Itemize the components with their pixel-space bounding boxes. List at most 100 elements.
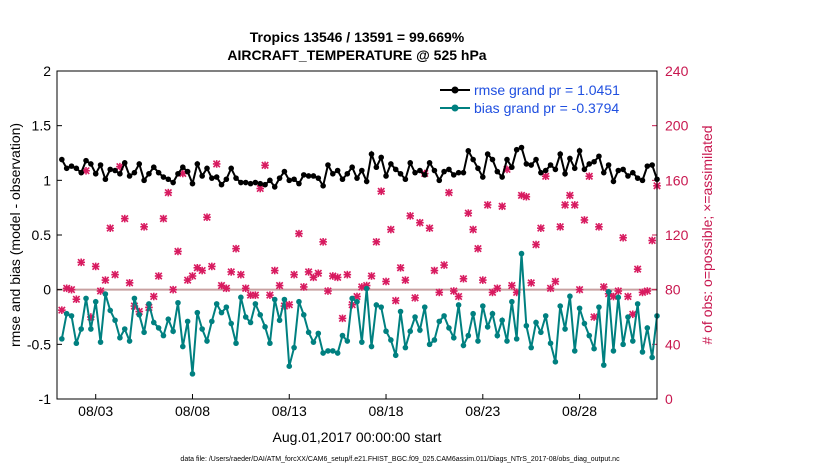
bias-point <box>97 339 104 345</box>
obs-marker <box>237 270 245 279</box>
rmse-point <box>155 169 162 176</box>
obs-marker <box>464 209 473 217</box>
bias-point <box>300 312 307 318</box>
obs-marker <box>454 292 463 301</box>
rmse-series <box>59 144 660 190</box>
obs-marker <box>299 283 308 291</box>
rmse-point <box>363 178 370 185</box>
rmse-point <box>571 165 578 172</box>
rmse-point <box>615 167 622 174</box>
rmse-point <box>605 162 612 168</box>
obs-marker <box>546 284 555 293</box>
rmse-point <box>325 162 331 168</box>
bias-series <box>59 250 660 377</box>
rmse-point <box>73 165 80 172</box>
rmse-point <box>291 176 297 183</box>
bias-point <box>402 344 409 351</box>
bias-point <box>649 354 655 361</box>
y-tick-label-left: 1 <box>43 172 51 188</box>
legend-label-rmse: rmse grand pr = 1.0451 <box>474 82 620 98</box>
rmse-point <box>538 169 544 176</box>
rmse-point <box>397 170 404 177</box>
bias-point <box>354 298 360 305</box>
bias-point <box>484 324 491 330</box>
y-tick-label-right: 160 <box>665 172 689 188</box>
rmse-point <box>460 169 467 176</box>
obs-marker <box>537 224 545 232</box>
obs-marker <box>406 212 415 220</box>
rmse-point <box>373 164 380 171</box>
obs-marker <box>599 283 608 291</box>
obs-marker <box>648 236 656 245</box>
obs-marker <box>401 276 410 284</box>
rmse-point <box>281 168 288 175</box>
obs-marker <box>198 266 206 275</box>
bias-point <box>504 338 510 344</box>
rmse-point <box>518 144 525 151</box>
obs-marker <box>493 284 502 293</box>
obs-marker <box>367 272 376 280</box>
chart-title-line2: AIRCRAFT_TEMPERATURE @ 525 hPa <box>227 47 486 63</box>
x-tick-label: 08/18 <box>369 403 404 419</box>
bias-point <box>615 294 622 301</box>
rmse-point <box>339 176 346 183</box>
bias-point <box>83 295 89 302</box>
bias-point <box>150 319 157 326</box>
rmse-point <box>238 179 244 186</box>
rmse-point <box>136 161 143 167</box>
rmse-point <box>542 167 549 174</box>
bias-point <box>78 326 84 332</box>
obs-marker <box>67 285 76 294</box>
rmse-point <box>218 181 225 188</box>
bias-point <box>557 303 564 309</box>
bias-point <box>489 310 496 317</box>
bias-point <box>349 295 355 302</box>
rmse-point <box>305 173 312 179</box>
bias-point <box>509 298 515 305</box>
obs-marker <box>285 300 294 309</box>
bias-point <box>383 328 389 335</box>
obs-marker <box>575 285 584 294</box>
rmse-point <box>112 167 118 174</box>
bias-point <box>126 338 133 344</box>
bias-point <box>141 329 147 336</box>
obs-marker <box>140 223 148 231</box>
rmse-point <box>257 180 264 187</box>
rmse-point <box>276 175 283 181</box>
bias-point <box>344 338 351 344</box>
bias-point <box>596 304 602 310</box>
obs-marker <box>295 229 303 238</box>
y-axis-label-right: # of obs: o=possible; ×=assimilated <box>699 125 715 344</box>
bias-point <box>131 295 138 302</box>
obs-marker <box>508 281 516 290</box>
rmse-point <box>165 176 172 183</box>
x-tick-label: 08/23 <box>465 403 500 419</box>
bias-point <box>397 308 404 315</box>
obs-marker <box>474 244 482 253</box>
rmse-point <box>470 156 476 163</box>
rmse-point <box>233 175 239 181</box>
obs-marker <box>270 266 279 275</box>
rmse-point <box>450 172 457 178</box>
rmse-point <box>513 146 520 153</box>
obs-marker <box>343 270 352 279</box>
bias-point <box>542 313 549 319</box>
obs-marker <box>483 201 492 209</box>
bias-point <box>92 298 99 305</box>
y-tick-label-left: -1 <box>39 391 52 407</box>
bias-point <box>228 320 234 327</box>
y-tick-label-left: 0 <box>43 282 51 298</box>
bias-point <box>639 349 646 355</box>
obs-marker <box>203 213 211 222</box>
obs-marker <box>304 268 313 276</box>
rmse-point <box>407 160 414 166</box>
bias-point <box>407 328 414 335</box>
y-tick-label-right: 240 <box>665 63 689 79</box>
x-tick-label: 08/08 <box>175 403 210 419</box>
bias-point <box>146 301 152 307</box>
bias-point <box>204 338 210 344</box>
rmse-point <box>649 162 655 168</box>
obs-marker <box>120 214 129 223</box>
rmse-point <box>630 169 636 176</box>
rmse-point <box>107 166 114 173</box>
